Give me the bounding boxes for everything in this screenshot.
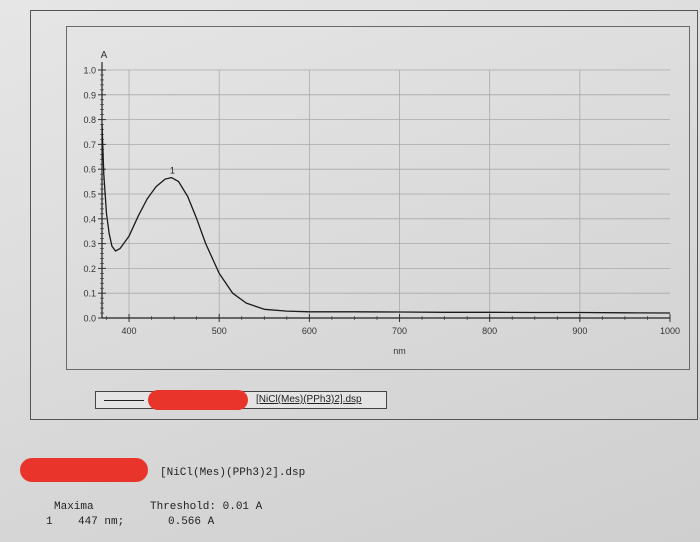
threshold-text: Threshold: 0.01 A [150,501,263,513]
y-tick-label: 0.2 [83,264,96,274]
x-tick-label: 800 [482,326,497,336]
maxima-header: Maxima [54,501,94,513]
plot-frame [66,26,690,370]
report-filename: [NiCl(Mes)(PPh3)2].dsp [160,467,306,479]
y-tick-label: 0.3 [83,239,96,249]
y-tick-label: 1.0 [83,66,96,76]
y-tick-label: 0.9 [83,90,96,100]
x-axis-label: nm [393,346,406,356]
series-line [101,124,671,314]
legend: [NiCl(Mes)(PPh3)2].dsp [95,390,387,410]
y-tick-label: 0.8 [83,115,96,125]
y-tick-label: 0.7 [83,140,96,150]
y-tick-label: 0.5 [83,190,96,200]
maxima-wavelength: 447 nm; [78,516,125,528]
x-tick-label: 600 [302,326,317,336]
y-tick-label: 0.6 [83,165,96,175]
peak-label: 1 [170,166,175,176]
legend-label: [NiCl(Mes)(PPh3)2].dsp [256,394,362,405]
x-tick-label: 1000 [660,326,680,336]
x-tick-label: 400 [122,326,137,336]
y-tick-label: 0.1 [83,289,96,299]
x-tick-label: 500 [212,326,227,336]
maxima-absorbance: 0.566 A [168,516,215,528]
x-tick-label: 900 [572,326,587,336]
x-tick-label: 700 [392,326,407,336]
redaction-mark [20,458,148,482]
y-axis-label: A [101,50,108,61]
y-tick-label: 0.0 [83,314,96,324]
legend-line-swatch [104,400,144,401]
maxima-index: 1 [46,516,53,528]
y-tick-label: 0.4 [83,214,96,224]
outer-frame [30,10,698,420]
redaction-mark [148,390,248,410]
